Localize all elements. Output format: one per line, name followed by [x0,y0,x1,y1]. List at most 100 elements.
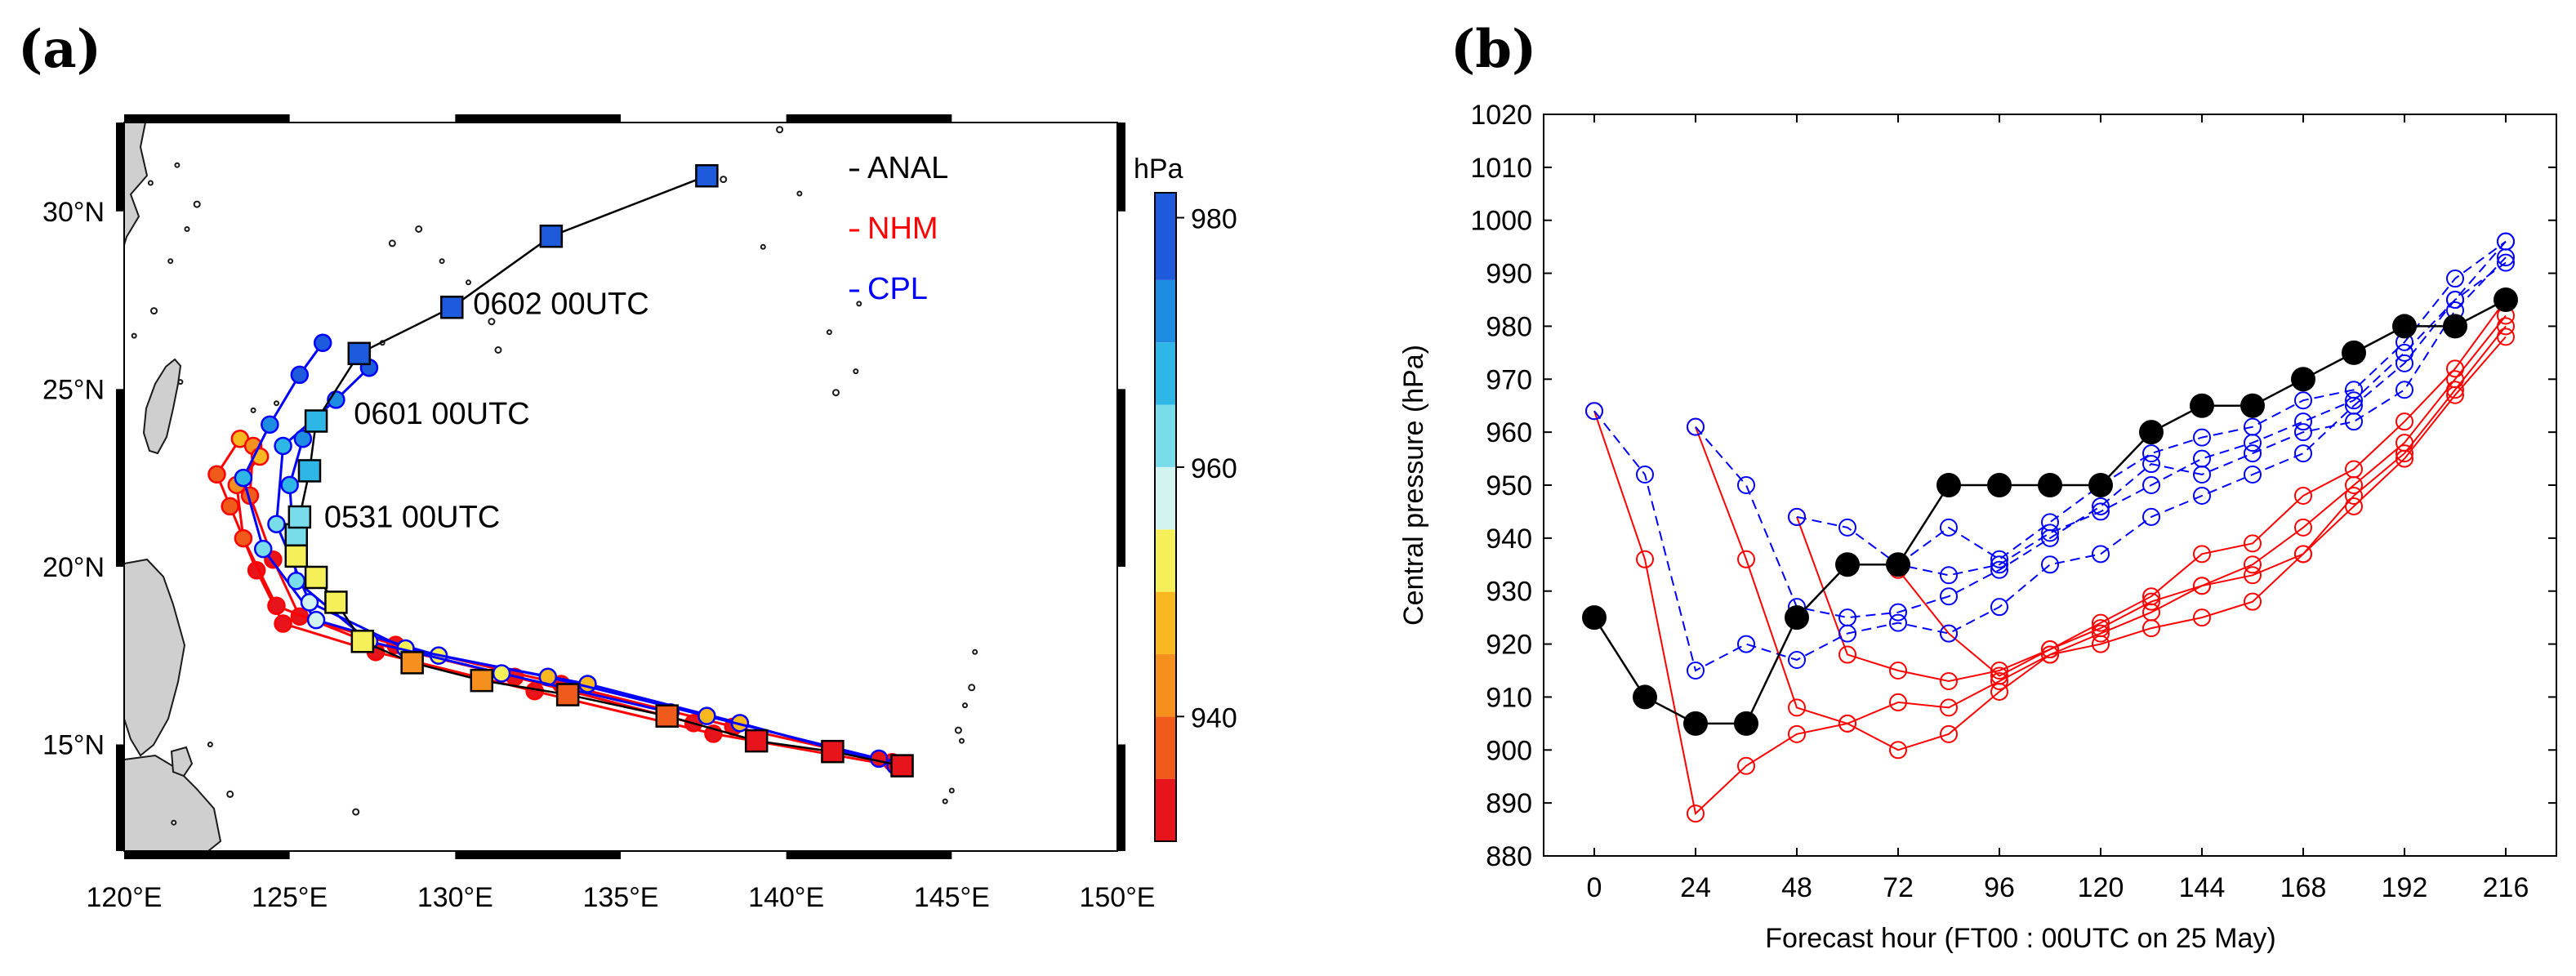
anal-track-marker [350,630,375,653]
pressure-y-tick-label: 920 [1486,630,1532,661]
cpl-pressure-marker [2092,502,2110,521]
nhm-pressure-marker [1940,671,1958,690]
cpl-track-marker [261,415,279,435]
cpl-pressure-marker [1990,560,2008,579]
island-dot [948,787,955,794]
cpl-pressure-marker [2345,381,2363,399]
nhm-pressure-marker [2396,444,2413,463]
pressure-y-axis-title: Central pressure (hPa) [1398,345,1429,626]
anal-pressure-marker [1734,711,1758,736]
pressure-x-tick-label: 0 [1587,872,1602,903]
nhm-track-marker [221,497,239,516]
frame-bar-bottom [786,851,952,859]
frame-bar-left [116,123,124,212]
island-dot [415,225,423,233]
pressure-x-tick-label: 48 [1781,872,1812,903]
colorbar-frame [1154,192,1177,842]
map-background [124,123,1117,851]
nhm-pressure-marker [2193,608,2211,627]
cpl-pressure-marker [2294,444,2312,463]
anal-track-marker [324,591,348,614]
cpl-pressure-marker [1585,402,1603,421]
nhm-pressure-marker [1788,698,1806,717]
cpl-track-marker [234,468,253,488]
island-dot [968,684,976,692]
legend-label: ANAL [867,151,948,185]
anal-pressure-marker [2494,287,2518,312]
colorbar-title: hPa [1134,154,1183,185]
anal-track-marker [539,224,564,248]
cpl-pressure-marker [2244,444,2262,463]
map-y-tick-label: 15°N [42,729,105,760]
cpl-pressure-marker [2142,444,2160,463]
cpl-pressure-marker [2041,555,2059,574]
cpl-pressure-marker [1889,603,1907,622]
map-x-tick-label: 125°E [252,882,328,913]
pressure-y-tick-label: 990 [1486,259,1532,290]
island-dot [959,738,965,744]
nhm-pressure-marker [2041,645,2059,664]
nhm-pressure-marker [2294,545,2312,564]
frame-bar-bottom [455,851,621,859]
anal-pressure-marker [1987,473,2012,497]
nhm-pressure-marker [1940,724,1958,743]
cpl-pressure-marker [2142,507,2160,526]
pressure-y-tick-label: 1010 [1470,153,1532,184]
nhm-track-marker [207,465,226,484]
nhm-pressure-marker [2142,592,2160,611]
nhm-pressure-marker [2345,460,2363,479]
cpl-pressure-marker [2345,412,2363,431]
cpl-pressure-marker [2396,354,2413,372]
anal-pressure-marker [2342,340,2366,365]
frame-bar-right [1117,123,1125,212]
anal-track-marker [555,683,580,706]
track-annotation: 0531 00UTC [324,500,500,534]
pressure-x-tick-label: 144 [2179,872,2226,903]
pressure-x-tick-label: 192 [2382,872,2428,903]
island-dot [832,389,840,397]
pressure-axis-ticks: 8808909009109209309409509609709809901000… [1470,100,2556,903]
nhm-pressure-marker [1990,666,2008,685]
cpl-pressure-marker [1737,635,1755,653]
anal-track-marker [470,668,494,693]
frame-bar-bottom [124,851,290,859]
colorbar-tick-label: 960 [1191,453,1237,484]
island-dot [826,329,832,336]
cpl-pressure-marker [2041,524,2059,542]
island-dot [942,798,948,804]
nhm-pressure-marker [2142,587,2160,606]
cpl-pressure-marker [1788,651,1806,670]
anal-track-marker [287,505,312,529]
mindoro-land [170,746,194,778]
island-dot [388,239,396,247]
pressure-line-nhm [1695,325,2507,724]
pressure-x-tick-label: 96 [1984,872,2015,903]
anal-track-marker [297,459,322,483]
pressure-x-tick-label: 120 [2078,872,2124,903]
track-map: 120°E 125°E 130°E 135°E 140°E 145°E 150°E 15°N 2… [42,114,1156,913]
track-annotation: 0601 00UTC [354,397,529,431]
cpl-pressure-marker [2092,545,2110,564]
cpl-pressure-marker [1940,566,1958,585]
map-frame-bars [116,114,1125,859]
anal-track-marker [304,409,328,433]
pressure-y-tick-label: 980 [1486,311,1532,342]
nhm-track-marker [234,528,253,548]
nhm-pressure-marker [1838,714,1856,733]
nhm-pressure-marker [2446,370,2464,389]
cpl-track-marker [290,365,310,385]
pressure-y-tick-label: 890 [1486,788,1532,819]
cpl-pressure-marker [2041,513,2059,532]
cpl-pressure-marker [2142,455,2160,474]
frame-bar-right [1117,744,1125,851]
cpl-pressure-marker [1687,662,1705,680]
nhm-pressure-marker [2396,412,2413,431]
small-islands [131,126,978,826]
map-x-tick-label: 130°E [417,882,493,913]
map-x-tick-label: 145°E [914,882,990,913]
pressure-chart: 8808909009109209309409509609709809901000… [1398,100,2557,954]
island-dot [207,742,213,747]
land-masses [124,123,222,851]
cpl-track-marker [869,749,889,769]
anal-pressure-marker [2240,393,2265,418]
